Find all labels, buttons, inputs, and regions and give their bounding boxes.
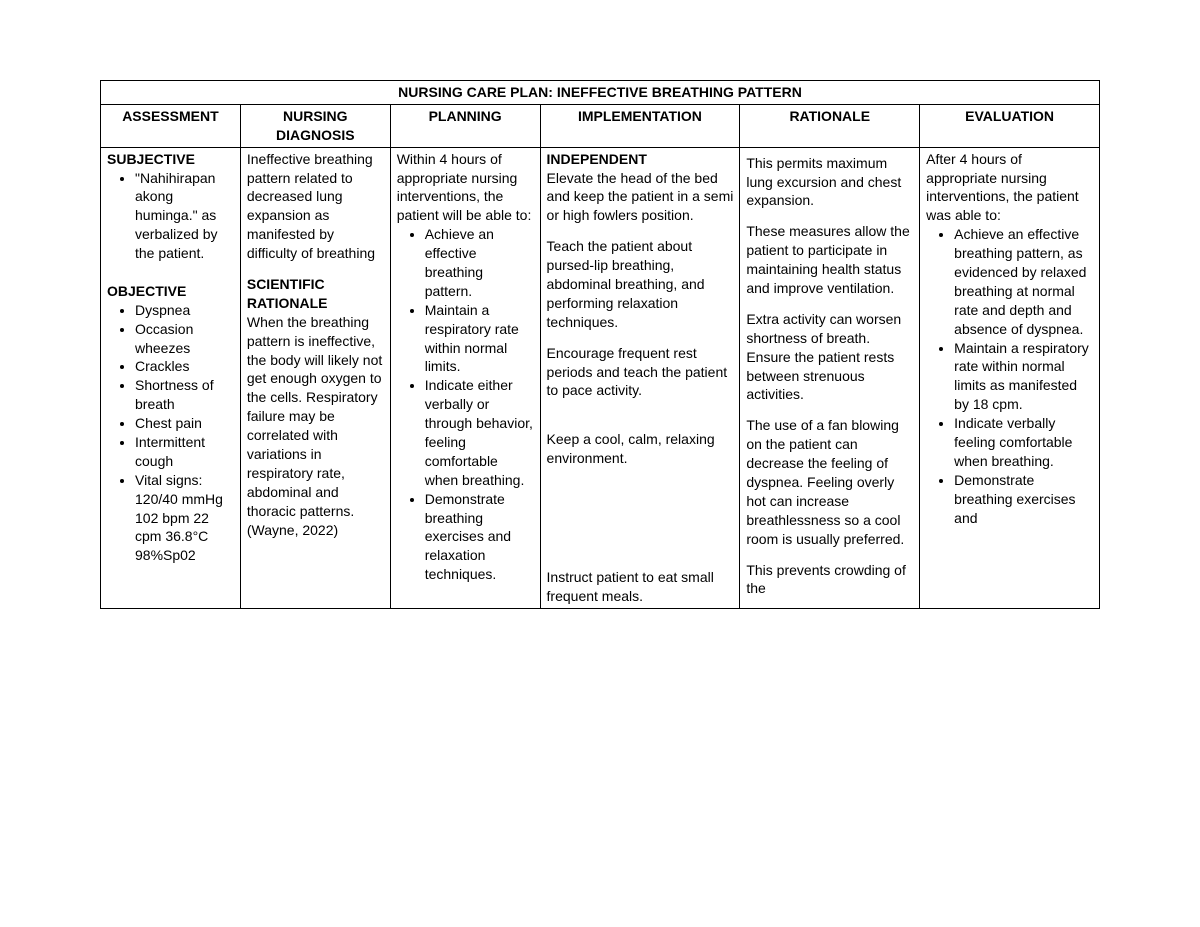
rationale-para: This prevents crowding of the <box>746 561 913 599</box>
list-item: Chest pain <box>135 414 234 433</box>
header-row: ASSESSMENT NURSING DIAGNOSIS PLANNING IM… <box>101 104 1100 147</box>
list-item: Achieve an effective breathing pattern, … <box>954 225 1093 338</box>
list-item: "Nahihirapan akong huminga." as verbaliz… <box>135 169 234 263</box>
diagnosis-text: Ineffective breathing pattern related to… <box>247 150 384 263</box>
impl-para: Keep a cool, calm, relaxing environment. <box>547 430 734 468</box>
list-item: Occasion wheezes <box>135 320 234 358</box>
col-header-diagnosis: NURSING DIAGNOSIS <box>240 104 390 147</box>
list-item: Indicate verbally feeling comfortable wh… <box>954 414 1093 471</box>
rationale-cell: This permits maximum lung excursion and … <box>740 147 920 608</box>
planning-list: Achieve an effective breathing pattern. … <box>397 225 534 584</box>
care-plan-table: NURSING CARE PLAN: INEFFECTIVE BREATHING… <box>100 80 1100 609</box>
scientific-rationale-heading: SCIENTIFIC RATIONALE <box>247 275 384 313</box>
list-item: Dyspnea <box>135 301 234 320</box>
evaluation-cell: After 4 hours of appropriate nursing int… <box>920 147 1100 608</box>
col-header-implementation: IMPLEMENTATION <box>540 104 740 147</box>
list-item: Intermittent cough <box>135 433 234 471</box>
objective-heading: OBJECTIVE <box>107 282 234 301</box>
list-item: Indicate either verbally or through beha… <box>425 376 534 489</box>
list-item: Demonstrate breathing exercises and rela… <box>425 490 534 584</box>
objective-list: Dyspnea Occasion wheezes Crackles Shortn… <box>107 301 234 565</box>
list-item: Maintain a respiratory rate within norma… <box>954 339 1093 415</box>
list-item: Achieve an effective breathing pattern. <box>425 225 534 301</box>
rationale-para: Extra activity can worsen shortness of b… <box>746 310 913 404</box>
implementation-cell: INDEPENDENT Elevate the head of the bed … <box>540 147 740 608</box>
list-item: Demonstrate breathing exercises and <box>954 471 1093 528</box>
planning-intro: Within 4 hours of appropriate nursing in… <box>397 150 534 226</box>
diagnosis-cell: Ineffective breathing pattern related to… <box>240 147 390 608</box>
col-header-assessment: ASSESSMENT <box>101 104 241 147</box>
subjective-heading: SUBJECTIVE <box>107 150 234 169</box>
col-header-rationale: RATIONALE <box>740 104 920 147</box>
list-item: Vital signs: 120/40 mmHg 102 bpm 22 cpm … <box>135 471 234 565</box>
rationale-para: This permits maximum lung excursion and … <box>746 154 913 211</box>
impl-para: Encourage frequent rest periods and teac… <box>547 344 734 401</box>
list-item: Shortness of breath <box>135 376 234 414</box>
subjective-list: "Nahihirapan akong huminga." as verbaliz… <box>107 169 234 263</box>
col-header-evaluation: EVALUATION <box>920 104 1100 147</box>
impl-para: Instruct patient to eat small frequent m… <box>547 568 734 606</box>
col-header-planning: PLANNING <box>390 104 540 147</box>
content-row: SUBJECTIVE "Nahihirapan akong huminga." … <box>101 147 1100 608</box>
rationale-para: These measures allow the patient to part… <box>746 222 913 298</box>
table-title: NURSING CARE PLAN: INEFFECTIVE BREATHING… <box>101 81 1100 105</box>
implementation-heading: INDEPENDENT <box>547 150 734 169</box>
rationale-para: The use of a fan blowing on the patient … <box>746 416 913 548</box>
planning-cell: Within 4 hours of appropriate nursing in… <box>390 147 540 608</box>
impl-para: Elevate the head of the bed and keep the… <box>547 169 734 226</box>
list-item: Crackles <box>135 357 234 376</box>
impl-para: Teach the patient about pursed-lip breat… <box>547 237 734 331</box>
title-row: NURSING CARE PLAN: INEFFECTIVE BREATHING… <box>101 81 1100 105</box>
scientific-rationale-text: When the breathing pattern is ineffectiv… <box>247 313 384 540</box>
evaluation-intro: After 4 hours of appropriate nursing int… <box>926 150 1093 226</box>
evaluation-list: Achieve an effective breathing pattern, … <box>926 225 1093 527</box>
list-item: Maintain a respiratory rate within norma… <box>425 301 534 377</box>
assessment-cell: SUBJECTIVE "Nahihirapan akong huminga." … <box>101 147 241 608</box>
